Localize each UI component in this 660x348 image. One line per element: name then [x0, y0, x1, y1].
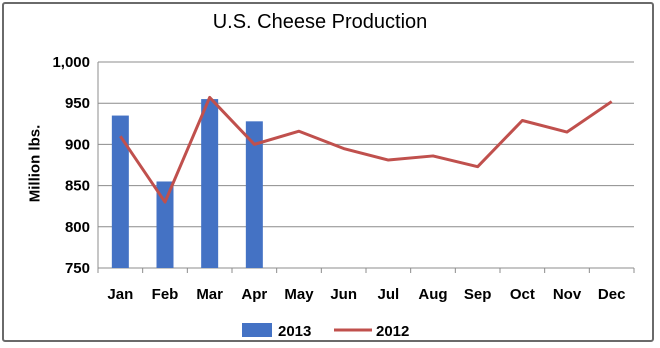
ticks-layer: 750 800 850 900 950 1,000 Jan Feb Mar Apr May Jun Ju…: [52, 54, 625, 303]
x-tick-label: Oct: [510, 286, 535, 303]
x-tick-label: Aug: [418, 286, 447, 303]
y-tick-label: 850: [65, 178, 90, 195]
line-layer: [119, 95, 613, 204]
legend-swatch-2013: [242, 323, 272, 337]
x-tick-label: Nov: [553, 286, 582, 303]
x-tick-label: Dec: [598, 286, 626, 303]
legend-label-2012: 2012: [376, 323, 409, 340]
legend-label-2013: 2013: [278, 323, 311, 340]
chart-title: U.S. Cheese Production: [212, 11, 428, 33]
x-tick-label: Feb: [152, 286, 179, 303]
legend-layer: 2013 2012: [242, 323, 409, 340]
y-tick-label: 900: [65, 136, 90, 153]
bar-2013: [156, 181, 174, 268]
line-2012: [119, 95, 613, 204]
bars-layer: [111, 99, 263, 268]
x-tick-label: Jun: [330, 286, 357, 303]
x-tick-label: Jul: [377, 286, 399, 303]
bar-2013: [111, 115, 129, 268]
x-tick-label: Apr: [241, 286, 267, 303]
y-tick-label: 750: [65, 260, 90, 277]
bar-2013: [201, 99, 219, 268]
x-tick-label: Mar: [196, 286, 223, 303]
y-tick-label: 1,000: [52, 54, 90, 71]
bar-2013: [245, 121, 263, 268]
y-tick-label: 950: [65, 95, 90, 112]
x-tick-label: Sep: [464, 286, 492, 303]
x-tick-label: May: [284, 286, 314, 303]
chart-frame: [2, 2, 654, 342]
grid-layer: [97, 61, 635, 273]
y-tick-label: 800: [65, 219, 90, 236]
x-tick-label: Jan: [107, 286, 133, 303]
